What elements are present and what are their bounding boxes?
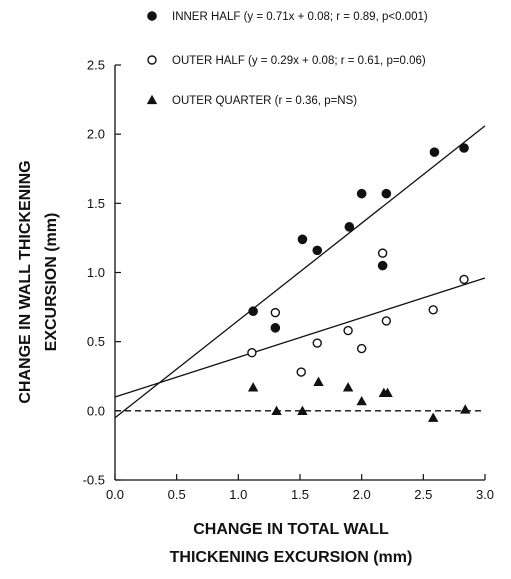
data-point xyxy=(381,188,392,199)
legend-marker xyxy=(147,11,157,21)
data-point xyxy=(248,306,258,317)
legend-label: OUTER HALF (y = 0.29x + 0.08; r = 0.61, … xyxy=(172,55,426,67)
regression-line xyxy=(114,277,486,398)
data-point xyxy=(460,404,471,414)
data-point xyxy=(247,348,257,358)
data-point xyxy=(312,245,323,256)
data-point xyxy=(343,325,353,336)
legend-marker xyxy=(147,55,157,65)
y-tick-label: 0.0 xyxy=(87,403,105,418)
regression-line xyxy=(114,125,486,419)
legend: INNER HALF (y = 0.71x + 0.08; r = 0.89, … xyxy=(146,11,428,107)
y-tick-label: 2.5 xyxy=(87,58,105,73)
y-axis-title: EXCURSION (mm) xyxy=(43,213,60,352)
axis-titles: CHANGE IN TOTAL WALL THICKENING EXCURSION… xyxy=(17,160,412,566)
x-tick-label: 1.0 xyxy=(229,487,247,502)
data-point xyxy=(429,147,440,157)
data-point xyxy=(296,367,306,377)
x-tick-label: 3.0 xyxy=(476,487,494,502)
x-tick-label: 1.5 xyxy=(291,487,309,502)
data-point xyxy=(297,405,308,415)
data-point xyxy=(377,260,388,271)
x-axis-title: CHANGE IN TOTAL WALL xyxy=(193,521,389,538)
legend-marker xyxy=(146,94,158,105)
x-axis-title: THICKENING EXCURSION (mm) xyxy=(170,549,413,566)
data-point xyxy=(271,405,282,415)
data-point xyxy=(459,274,469,285)
x-tick-label: 2.0 xyxy=(353,487,371,502)
y-tick-label: 1.5 xyxy=(87,196,105,211)
data-point xyxy=(377,248,388,258)
data-point xyxy=(247,382,259,392)
tick-labels: -0.50.00.51.01.52.02.50.0 0.5 1.0 1.5 2.0 2.5… xyxy=(83,58,494,503)
legend-label: OUTER QUARTER (r = 0.36, p=NS) xyxy=(172,95,357,107)
data-point xyxy=(428,412,439,422)
data-point xyxy=(382,387,393,398)
data-point xyxy=(459,143,469,153)
data-point xyxy=(356,395,367,406)
data-point xyxy=(428,305,438,315)
x-tick-label: 0.5 xyxy=(168,487,186,502)
x-tick-label: 0.0 xyxy=(106,487,124,502)
y-tick-label: 2.0 xyxy=(87,127,105,142)
y-tick-label: -0.5 xyxy=(83,473,105,488)
y-tick-label: 0.5 xyxy=(87,334,105,349)
legend-label: INNER HALF (y = 0.71x + 0.08; r = 0.89, … xyxy=(172,11,428,23)
data-point xyxy=(312,338,322,348)
y-tick-label: 1.0 xyxy=(87,265,105,280)
data-point xyxy=(356,188,367,199)
data-point xyxy=(344,222,355,232)
data-point xyxy=(270,323,281,333)
data-point xyxy=(342,382,354,392)
data-point xyxy=(381,316,392,326)
x-tick-label: 2.5 xyxy=(414,487,432,502)
data-point xyxy=(270,307,281,318)
data-point xyxy=(313,376,324,386)
data-point xyxy=(356,343,367,354)
data-point xyxy=(297,234,308,245)
data-points xyxy=(247,143,471,422)
y-axis-title: CHANGE IN WALL THICKENING xyxy=(17,160,34,403)
